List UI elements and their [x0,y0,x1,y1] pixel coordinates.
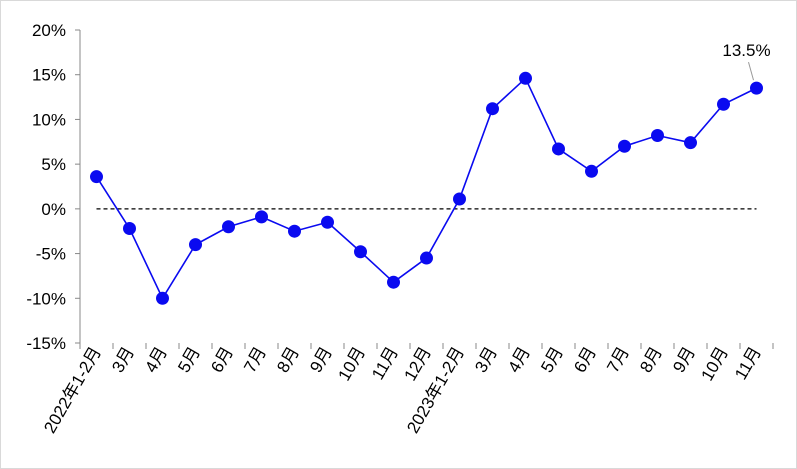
data-point [585,164,598,178]
data-point [552,142,565,156]
data-point [189,238,202,252]
data-point [90,170,103,184]
data-point [618,139,631,153]
y-tick-label: 20% [32,21,66,40]
value-label: 13.5% [722,41,770,60]
data-point [519,71,532,85]
data-point [387,275,400,289]
data-point [156,291,169,305]
data-point [684,136,697,150]
data-point [123,222,136,236]
y-tick-label: 10% [32,110,66,129]
y-tick-label: 5% [41,155,66,174]
y-tick-label: 0% [41,200,66,219]
data-point [486,102,499,116]
data-point [717,97,730,111]
data-point [222,220,235,234]
y-tick-label: 15% [32,66,66,85]
data-point [255,210,268,224]
data-point [750,81,763,95]
data-point [453,192,466,206]
y-tick-label: -15% [26,334,66,353]
data-point [651,129,664,143]
data-point [354,245,367,259]
y-tick-label: -10% [26,289,66,308]
label-leader [748,61,754,81]
data-point [321,215,334,229]
data-point [420,251,433,265]
y-tick-label: -5% [36,245,66,264]
data-point [288,224,301,238]
